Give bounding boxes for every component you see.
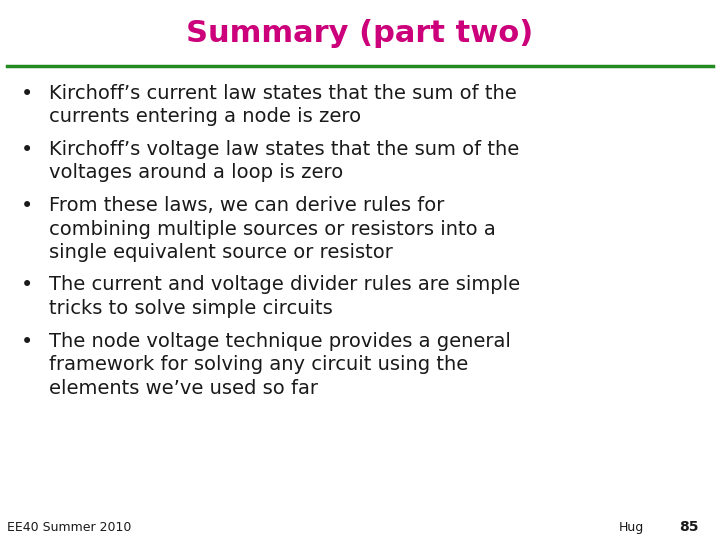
Text: The current and voltage divider rules are simple
tricks to solve simple circuits: The current and voltage divider rules ar… [49,275,520,318]
Text: EE40 Summer 2010: EE40 Summer 2010 [7,521,132,534]
Text: 85: 85 [679,519,698,534]
Text: Hug: Hug [619,521,644,534]
Text: The node voltage technique provides a general
framework for solving any circuit : The node voltage technique provides a ge… [49,332,510,397]
Text: •: • [21,275,34,295]
Text: •: • [21,140,34,160]
Text: Kirchoff’s voltage law states that the sum of the
voltages around a loop is zero: Kirchoff’s voltage law states that the s… [49,140,519,183]
Text: •: • [21,332,34,352]
Text: •: • [21,196,34,216]
Text: From these laws, we can derive rules for
combining multiple sources or resistors: From these laws, we can derive rules for… [49,196,495,262]
Text: Summary (part two): Summary (part two) [186,19,534,48]
Text: •: • [21,84,34,104]
Text: Kirchoff’s current law states that the sum of the
currents entering a node is ze: Kirchoff’s current law states that the s… [49,84,517,126]
